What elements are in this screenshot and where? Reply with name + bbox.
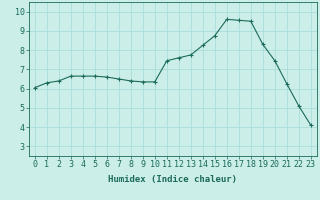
X-axis label: Humidex (Indice chaleur): Humidex (Indice chaleur) — [108, 175, 237, 184]
